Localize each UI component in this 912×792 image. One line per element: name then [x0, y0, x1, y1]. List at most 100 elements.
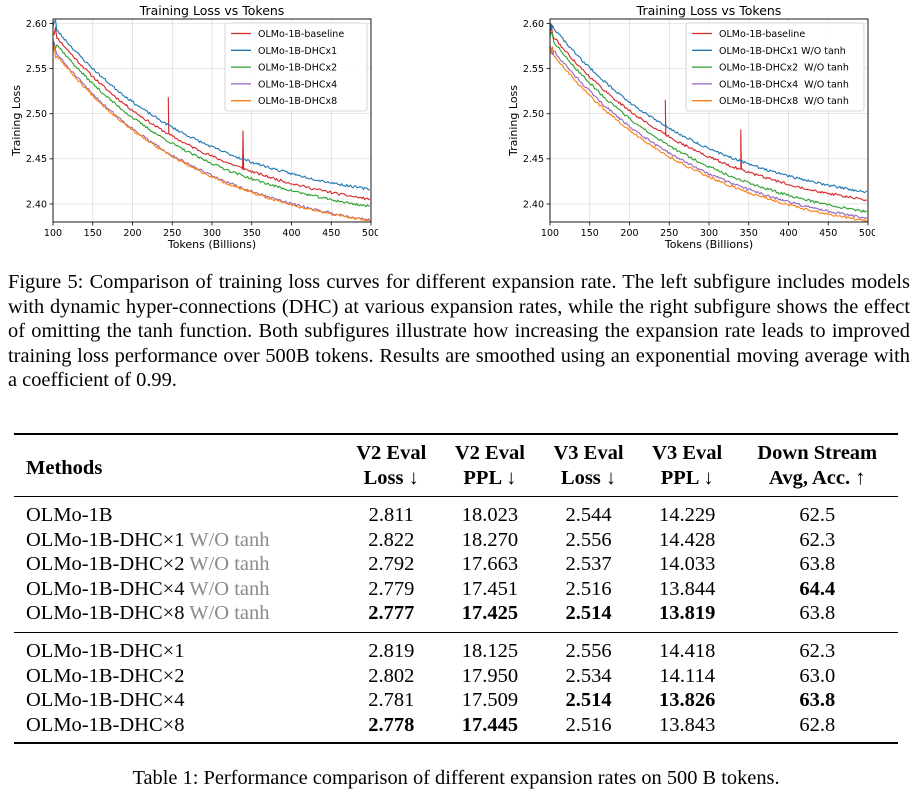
legend-label: OLMo-1B-DHCx8 W/O tanh	[719, 96, 849, 107]
value-cell: 18.270	[461, 528, 519, 551]
series-line-3	[52, 40, 370, 208]
value-cell: 64.4	[799, 577, 836, 600]
series-line-5	[52, 45, 371, 222]
legend-box	[224, 22, 368, 112]
x-tick-label: 350	[243, 228, 261, 239]
training-loss-chart-left: 100 150 200 250 300 350 400 450 500 2.40 2.45 2.50 2…	[8, 0, 378, 258]
table-header-row: Methods V2 Eval V2 Eval V3 Eval V3 Eval …	[14, 434, 898, 479]
chart-svg: 100 150 200 250 300 350 400 450 500 2.40 2.45 2.50 2…	[10, 3, 378, 251]
method-cell: OLMo-1B-DHC×8 W/O tanh	[14, 601, 342, 632]
x-tick-label: 100	[541, 228, 559, 239]
value-cell: 14.033	[658, 553, 716, 576]
training-loss-chart-right: 100 150 200 250 300 350 400 450 500 2.40 2.45 2.50 2…	[505, 0, 875, 258]
y-tick-label: 2.60	[523, 19, 544, 30]
value-cell: 63.0	[799, 664, 836, 687]
x-axis-label: Tokens (Billions)	[167, 238, 256, 251]
x-tick-label: 300	[700, 228, 718, 239]
value-cell: 2.811	[368, 504, 414, 526]
value-cell: 62.3	[799, 528, 836, 551]
method-name: OLMo-1B	[26, 504, 113, 526]
value-cell: 62.5	[799, 504, 836, 526]
method-cell: OLMo-1B-DHC×2 W/O tanh	[14, 552, 342, 577]
legend-label: OLMo-1B-DHCx8	[258, 96, 337, 107]
method-cell: OLMo-1B-DHC×1 W/O tanh	[14, 528, 342, 553]
value-cell: 2.516	[565, 577, 612, 600]
value-cell: 2.516	[565, 713, 612, 736]
method-name: OLMo-1B-DHC×4	[26, 689, 185, 712]
x-tick-label: 450	[322, 228, 340, 239]
value-cell: 18.023	[461, 504, 519, 526]
legend-label: OLMo-1B-baseline	[719, 29, 805, 40]
value-cell: 2.819	[368, 639, 415, 662]
value-cell: 2.792	[368, 553, 415, 576]
header-v3-loss-line1: V3 Eval	[553, 442, 624, 464]
x-tick-label: 300	[203, 228, 221, 239]
header-v3-ppl-line2: PPL ↓	[660, 467, 714, 489]
legend-label: OLMo-1B-DHCx1	[258, 46, 337, 57]
method-suffix: W/O tanh	[184, 553, 270, 576]
header-v2-loss-line2: Loss ↓	[363, 467, 419, 489]
method-cell: OLMo-1B-DHC×4	[14, 688, 342, 713]
method-cell: OLMo-1B-DHC×2	[14, 664, 342, 689]
value-cell: 2.556	[565, 528, 612, 551]
legend-label: OLMo-1B-DHCx4	[258, 79, 337, 90]
value-cell: 2.778	[368, 713, 415, 736]
value-cell: 14.418	[658, 639, 716, 662]
value-cell: 2.514	[565, 602, 612, 625]
x-tick-label: 250	[660, 228, 678, 239]
value-cell: 2.822	[368, 528, 415, 551]
value-cell: 17.445	[461, 713, 519, 736]
table-row: OLMo-1B-DHC×4 W/O tanh 2.779 17.451 2.516 13…	[14, 577, 898, 602]
chart-title: Training Loss vs Tokens	[636, 3, 782, 18]
table-caption: Table 1: Performance comparison of diffe…	[132, 767, 780, 789]
header-v3-ppl-line1: V3 Eval	[652, 442, 723, 464]
method-suffix: W/O tanh	[184, 602, 270, 625]
x-tick-label: 400	[282, 228, 300, 239]
value-cell: 2.781	[368, 689, 415, 712]
method-name: OLMo-1B-DHC×4	[26, 577, 185, 600]
y-tick-label: 2.45	[523, 154, 544, 165]
value-cell: 62.3	[799, 639, 836, 662]
x-tick-label: 500	[859, 228, 875, 239]
value-cell: 2.514	[565, 689, 612, 712]
y-tick-label: 2.50	[26, 109, 47, 120]
chart-svg: 100 150 200 250 300 350 400 450 500 2.40 2.45 2.50 2…	[507, 3, 875, 251]
method-name: OLMo-1B-DHC×2	[26, 553, 185, 576]
y-tick-label: 2.45	[26, 154, 47, 165]
legend-label: OLMo-1B-DHCx4 W/O tanh	[719, 79, 849, 90]
method-cell: OLMo-1B-DHC×1	[14, 632, 342, 663]
value-cell: 2.534	[565, 664, 612, 687]
value-cell: 17.663	[461, 553, 519, 576]
value-cell: 2.537	[565, 553, 612, 576]
x-tick-label: 250	[163, 228, 181, 239]
header-downstream-line1: Down Stream	[757, 442, 878, 464]
series-line-3	[549, 31, 868, 213]
table-header-row-2: Loss ↓ PPL ↓ Loss ↓ PPL ↓ Avg, Acc. ↑	[14, 466, 898, 497]
x-tick-label: 200	[620, 228, 638, 239]
method-suffix: W/O tanh	[184, 528, 270, 551]
value-cell: 2.802	[368, 664, 415, 687]
legend-label: OLMo-1B-DHCx2 W/O tanh	[719, 63, 849, 74]
method-cell: OLMo-1B	[14, 497, 342, 528]
y-tick-label: 2.40	[26, 199, 47, 210]
chart-title: Training Loss vs Tokens	[139, 3, 285, 18]
x-tick-label: 400	[779, 228, 797, 239]
header-v2-loss-line1: V2 Eval	[356, 442, 427, 464]
value-cell: 2.556	[565, 639, 612, 662]
value-cell: 63.8	[799, 553, 836, 576]
y-tick-label: 2.50	[523, 109, 544, 120]
table-group-wo-tanh: OLMo-1B 2.811 18.023 2.544 14.229 62.5 OLMo-1B…	[14, 496, 898, 633]
table-row: OLMo-1B 2.811 18.023 2.544 14.229 62.5	[14, 496, 898, 528]
y-tick-label: 2.40	[523, 199, 544, 210]
table-group-dhc: OLMo-1B-DHC×1 2.819 18.125 2.556 14.418 62.3 O…	[14, 632, 898, 744]
value-cell: 14.114	[659, 664, 715, 687]
series-line-1	[52, 26, 371, 201]
value-cell: 17.451	[461, 577, 519, 600]
table-row: OLMo-1B-DHC×1 2.819 18.125 2.556 14.418 62.3	[14, 632, 898, 663]
table-row: OLMo-1B-DHC×2 2.802 17.950 2.534 14.114 63.0	[14, 664, 898, 689]
method-cell: OLMo-1B-DHC×4 W/O tanh	[14, 577, 342, 602]
value-cell: 17.509	[461, 689, 519, 712]
method-name: OLMo-1B-DHC×2	[26, 664, 185, 687]
header-v3-loss-line2: Loss ↓	[560, 467, 617, 489]
legend-label: OLMo-1B-baseline	[258, 29, 344, 40]
